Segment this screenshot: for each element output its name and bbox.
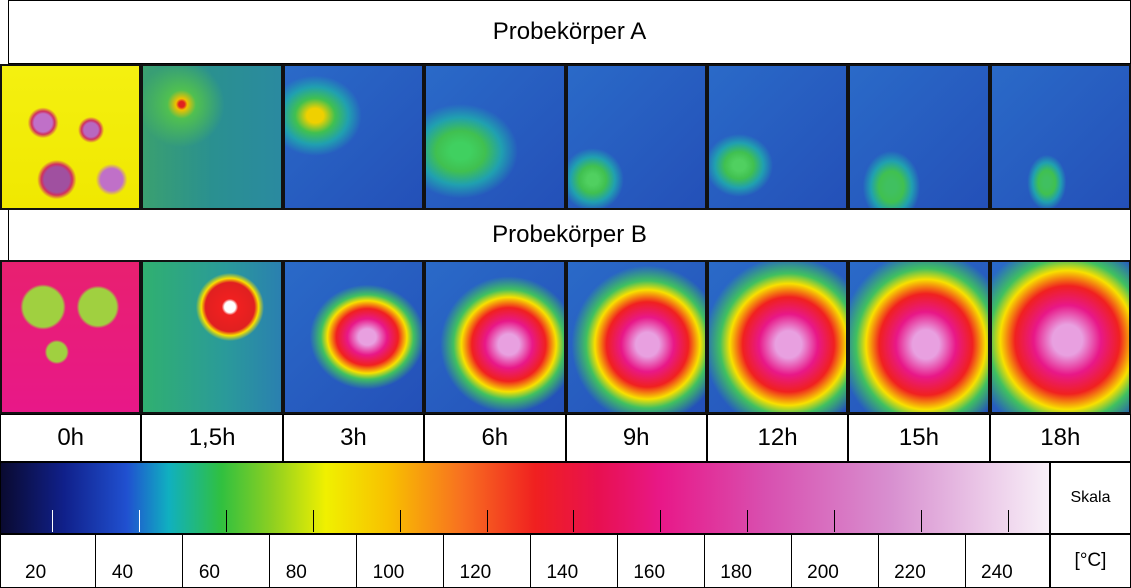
tick-label: 200	[807, 562, 839, 584]
cell-divider	[617, 534, 618, 588]
cell-divider	[704, 534, 705, 588]
thermal-image	[566, 64, 707, 210]
time-label: 1,5h	[141, 414, 282, 462]
tick-label: 140	[546, 562, 578, 584]
thermal-image	[141, 260, 282, 414]
panel-header: Probekörper A	[8, 0, 1131, 64]
time-label: 6h	[424, 414, 565, 462]
cell-divider	[269, 534, 270, 588]
tick-label: 180	[720, 562, 752, 584]
tick-mark	[400, 510, 401, 532]
time-label: 12h	[707, 414, 848, 462]
thermal-image	[566, 260, 707, 414]
thermal-image	[848, 260, 989, 414]
tick-mark	[660, 510, 661, 532]
thermal-image	[0, 260, 141, 414]
thermal-image	[707, 260, 848, 414]
cell-divider	[95, 534, 96, 588]
thermal-image	[283, 64, 424, 210]
thermal-image	[990, 64, 1131, 210]
time-label: 3h	[283, 414, 424, 462]
thermal-image	[707, 64, 848, 210]
cell-divider	[878, 534, 879, 588]
tick-label: 100	[373, 562, 405, 584]
cell-divider	[182, 534, 183, 588]
color-bar	[0, 462, 1050, 534]
thermal-image	[424, 64, 565, 210]
cell-divider	[356, 534, 357, 588]
thermal-image	[848, 64, 989, 210]
tick-mark	[487, 510, 488, 532]
tick-label: 20	[25, 562, 46, 584]
tick-mark	[921, 510, 922, 532]
unit-label: [°C]	[1050, 534, 1131, 588]
time-label: 15h	[848, 414, 989, 462]
scale-label: Skala	[1050, 462, 1131, 534]
tick-label: 220	[894, 562, 926, 584]
thermal-image	[990, 260, 1131, 414]
tick-mark	[313, 510, 314, 532]
tick-label: 240	[981, 562, 1013, 584]
tick-label: 60	[199, 562, 220, 584]
thermal-image	[0, 64, 141, 210]
tick-label: 160	[633, 562, 665, 584]
cell-divider	[965, 534, 966, 588]
cell-divider	[791, 534, 792, 588]
figure: Probekörper A Probekörper B Skala [°C] 0…	[0, 0, 1131, 588]
tick-label: 80	[286, 562, 307, 584]
tick-mark	[1008, 510, 1009, 532]
thermal-image	[424, 260, 565, 414]
tick-label: 120	[460, 562, 492, 584]
tick-mark	[747, 510, 748, 532]
cell-divider	[443, 534, 444, 588]
tick-label: 40	[112, 562, 133, 584]
thermal-image	[283, 260, 424, 414]
cell-divider	[530, 534, 531, 588]
tick-mark	[52, 510, 53, 532]
tick-mark	[834, 510, 835, 532]
scale-axis	[0, 534, 1050, 588]
tick-mark	[139, 510, 140, 532]
time-label: 18h	[990, 414, 1131, 462]
time-label: 0h	[0, 414, 141, 462]
tick-mark	[226, 510, 227, 532]
time-label: 9h	[566, 414, 707, 462]
thermal-image	[141, 64, 282, 210]
panel-header: Probekörper B	[8, 209, 1131, 261]
tick-mark	[573, 510, 574, 532]
